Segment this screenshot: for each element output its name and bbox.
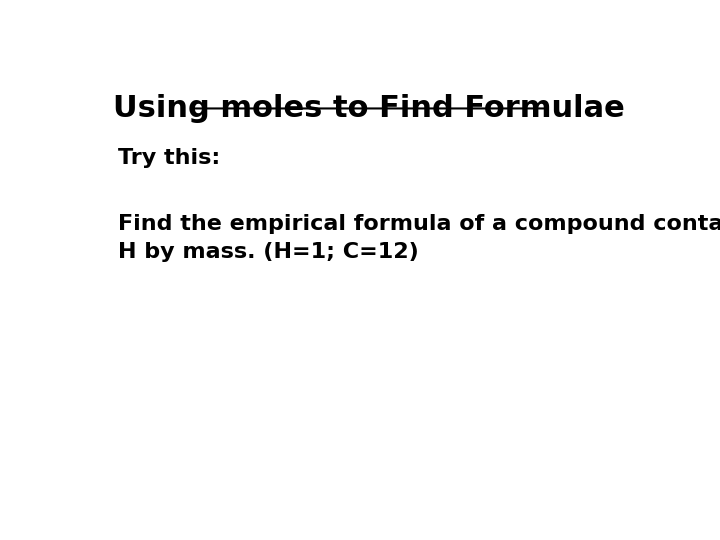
- Text: Try this:: Try this:: [118, 148, 220, 168]
- Text: Using moles to Find Formulae: Using moles to Find Formulae: [113, 94, 625, 123]
- Text: Find the empirical formula of a compound containing 85.7% C, 14.3%
H by mass. (H: Find the empirical formula of a compound…: [118, 214, 720, 262]
